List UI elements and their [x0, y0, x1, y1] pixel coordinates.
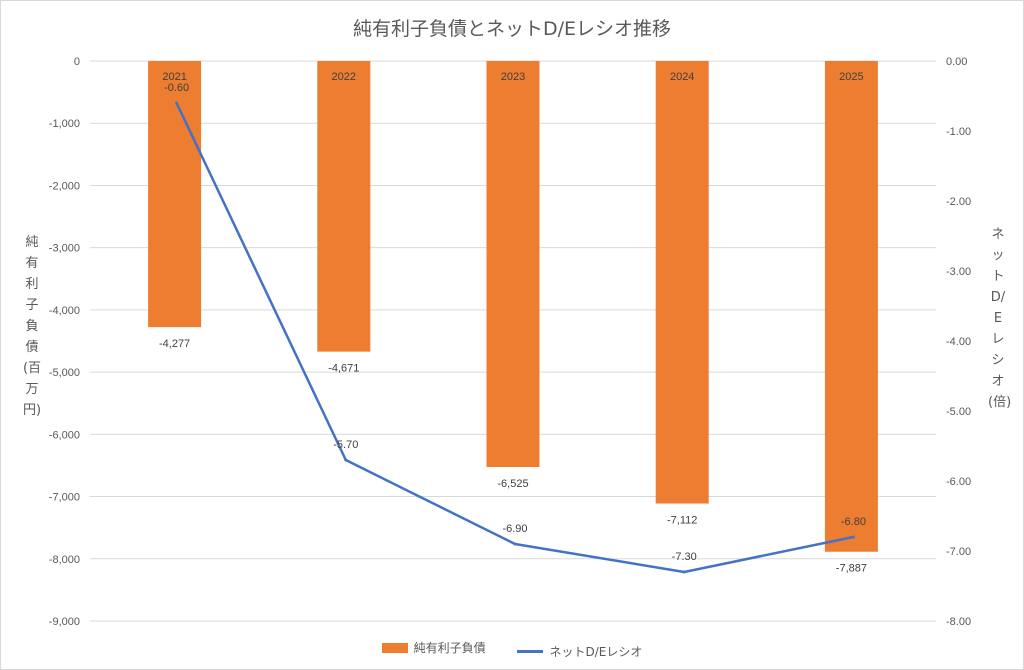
- legend-label-line: ネットD/Eレシオ: [549, 644, 643, 659]
- legend-item-bar: 純有利子負債: [381, 639, 486, 656]
- bar: [148, 61, 202, 328]
- left-tick-label: -6,000: [49, 429, 80, 441]
- right-tick-label: 0.00: [946, 56, 967, 68]
- line-point: [513, 542, 517, 546]
- bar-data-label: -7,887: [836, 563, 867, 575]
- bar: [317, 61, 371, 352]
- right-tick-label: -6.00: [946, 476, 971, 488]
- right-tick-label: -7.00: [946, 546, 971, 558]
- line-point: [682, 570, 686, 574]
- left-tick-label: -5,000: [49, 367, 80, 379]
- left-axis-label: 純有利子負債(百万円): [22, 235, 42, 418]
- legend-swatch-line: [517, 649, 544, 653]
- legend-label-bar: 純有利子負債: [413, 641, 486, 655]
- category-label: 2023: [501, 71, 525, 83]
- bar-data-label: -6,525: [497, 478, 528, 490]
- left-tick-label: -7,000: [49, 492, 80, 504]
- line-data-label: -0.60: [164, 82, 189, 94]
- right-tick-label: -8.00: [946, 616, 971, 628]
- left-tick-label: -1,000: [49, 118, 80, 130]
- bar: [655, 61, 709, 504]
- bar: [486, 61, 540, 467]
- right-tick-label: -1.00: [946, 126, 971, 138]
- line-data-label: -5.70: [333, 439, 358, 451]
- right-tick-label: -5.00: [946, 406, 971, 418]
- left-tick-label: 0: [74, 56, 80, 68]
- legend-swatch-bar: [381, 642, 408, 653]
- chart-legend: 純有利子負債 ネットD/Eレシオ: [0, 639, 1024, 660]
- left-tick-label: -9,000: [49, 616, 80, 628]
- right-axis-label: ネットD/Eレシオ(倍): [988, 227, 1012, 410]
- right-tick-label: -4.00: [946, 336, 971, 348]
- line-point: [851, 535, 855, 539]
- line-data-label: -7.30: [672, 551, 697, 563]
- line-data-label: -6.90: [502, 523, 527, 535]
- right-tick-label: -3.00: [946, 266, 971, 278]
- left-tick-label: -8,000: [49, 554, 80, 566]
- category-label: 2025: [839, 71, 863, 83]
- line-data-label: -6.80: [841, 516, 866, 528]
- bar-data-label: -7,112: [667, 515, 697, 527]
- bar-data-label: -4,671: [328, 363, 359, 375]
- left-tick-label: -4,000: [49, 305, 80, 317]
- category-label: 2024: [670, 71, 694, 83]
- category-label: 2022: [332, 71, 356, 83]
- bar-data-label: -4,277: [159, 338, 190, 350]
- line-point: [175, 101, 179, 105]
- chart-title: 純有利子負債とネットD/Eレシオ推移: [352, 18, 672, 40]
- bar: [824, 61, 878, 552]
- right-tick-label: -2.00: [946, 196, 971, 208]
- left-tick-label: -3,000: [49, 243, 80, 255]
- line-point: [344, 458, 348, 462]
- left-tick-label: -2,000: [49, 180, 80, 192]
- legend-item-line: ネットD/Eレシオ: [517, 643, 642, 660]
- category-label: 2021: [162, 71, 186, 83]
